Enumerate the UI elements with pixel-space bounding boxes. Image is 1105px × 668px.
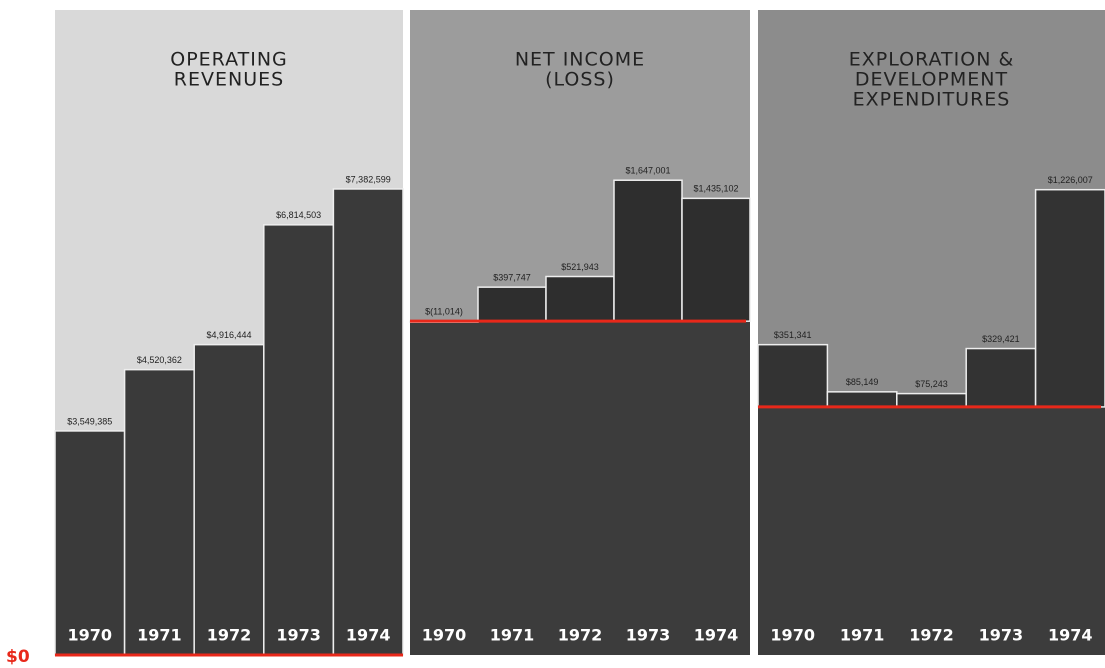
bar	[757, 343, 829, 408]
y-tick-label: $0	[6, 647, 30, 667]
x-tick-label: 1974	[1048, 626, 1093, 645]
panel-title: (LOSS)	[545, 69, 615, 91]
bar	[545, 275, 615, 322]
value-label: $6,814,503	[276, 210, 321, 220]
bar	[332, 188, 404, 656]
x-tick-label: 1974	[346, 626, 391, 645]
x-tick-label: 1971	[840, 626, 885, 645]
bar	[681, 197, 751, 322]
x-tick-label: 1973	[276, 626, 321, 645]
photo-area	[410, 321, 750, 655]
x-tick-label: 1970	[68, 626, 113, 645]
bar	[965, 347, 1037, 408]
value-label: $4,916,444	[206, 330, 251, 340]
value-label: $4,520,362	[137, 355, 182, 365]
panel-title: DEVELOPMENT	[855, 69, 1008, 91]
bar	[1034, 188, 1105, 408]
value-label: $(11,014)	[425, 307, 463, 317]
panel-title: EXPLORATION &	[849, 49, 1015, 71]
x-tick-label: 1974	[694, 626, 739, 645]
x-tick-label: 1970	[770, 626, 815, 645]
x-tick-label: 1973	[979, 626, 1024, 645]
value-label: $1,226,007	[1048, 175, 1093, 185]
x-tick-label: 1971	[490, 626, 535, 645]
x-tick-label: 1972	[207, 626, 252, 645]
bar	[263, 224, 335, 656]
bar	[193, 343, 265, 656]
bar	[123, 368, 195, 656]
bar	[826, 391, 898, 408]
value-label: $521,943	[561, 262, 599, 272]
value-label: $351,341	[774, 330, 812, 340]
x-tick-label: 1971	[137, 626, 182, 645]
bar	[54, 430, 126, 656]
x-tick-label: 1972	[558, 626, 603, 645]
panel-title: OPERATING	[170, 49, 288, 71]
value-label: $75,243	[915, 379, 948, 389]
value-label: $7,382,599	[346, 174, 391, 184]
panel-title: REVENUES	[174, 69, 284, 91]
panel-title: NET INCOME	[515, 49, 645, 71]
value-label: $3,549,385	[67, 416, 112, 426]
value-label: $397,747	[493, 273, 531, 283]
value-label: $1,435,102	[693, 184, 738, 194]
x-tick-label: 1973	[626, 626, 671, 645]
x-tick-label: 1970	[422, 626, 467, 645]
bar	[896, 392, 967, 408]
bar	[477, 286, 547, 322]
x-tick-label: 1972	[909, 626, 954, 645]
photo-area	[758, 406, 1105, 655]
value-label: $1,647,001	[625, 166, 670, 176]
panel-title: EXPENDITURES	[853, 89, 1011, 111]
value-label: $329,421	[982, 334, 1020, 344]
value-label: $85,149	[846, 377, 879, 387]
bar	[613, 179, 683, 322]
